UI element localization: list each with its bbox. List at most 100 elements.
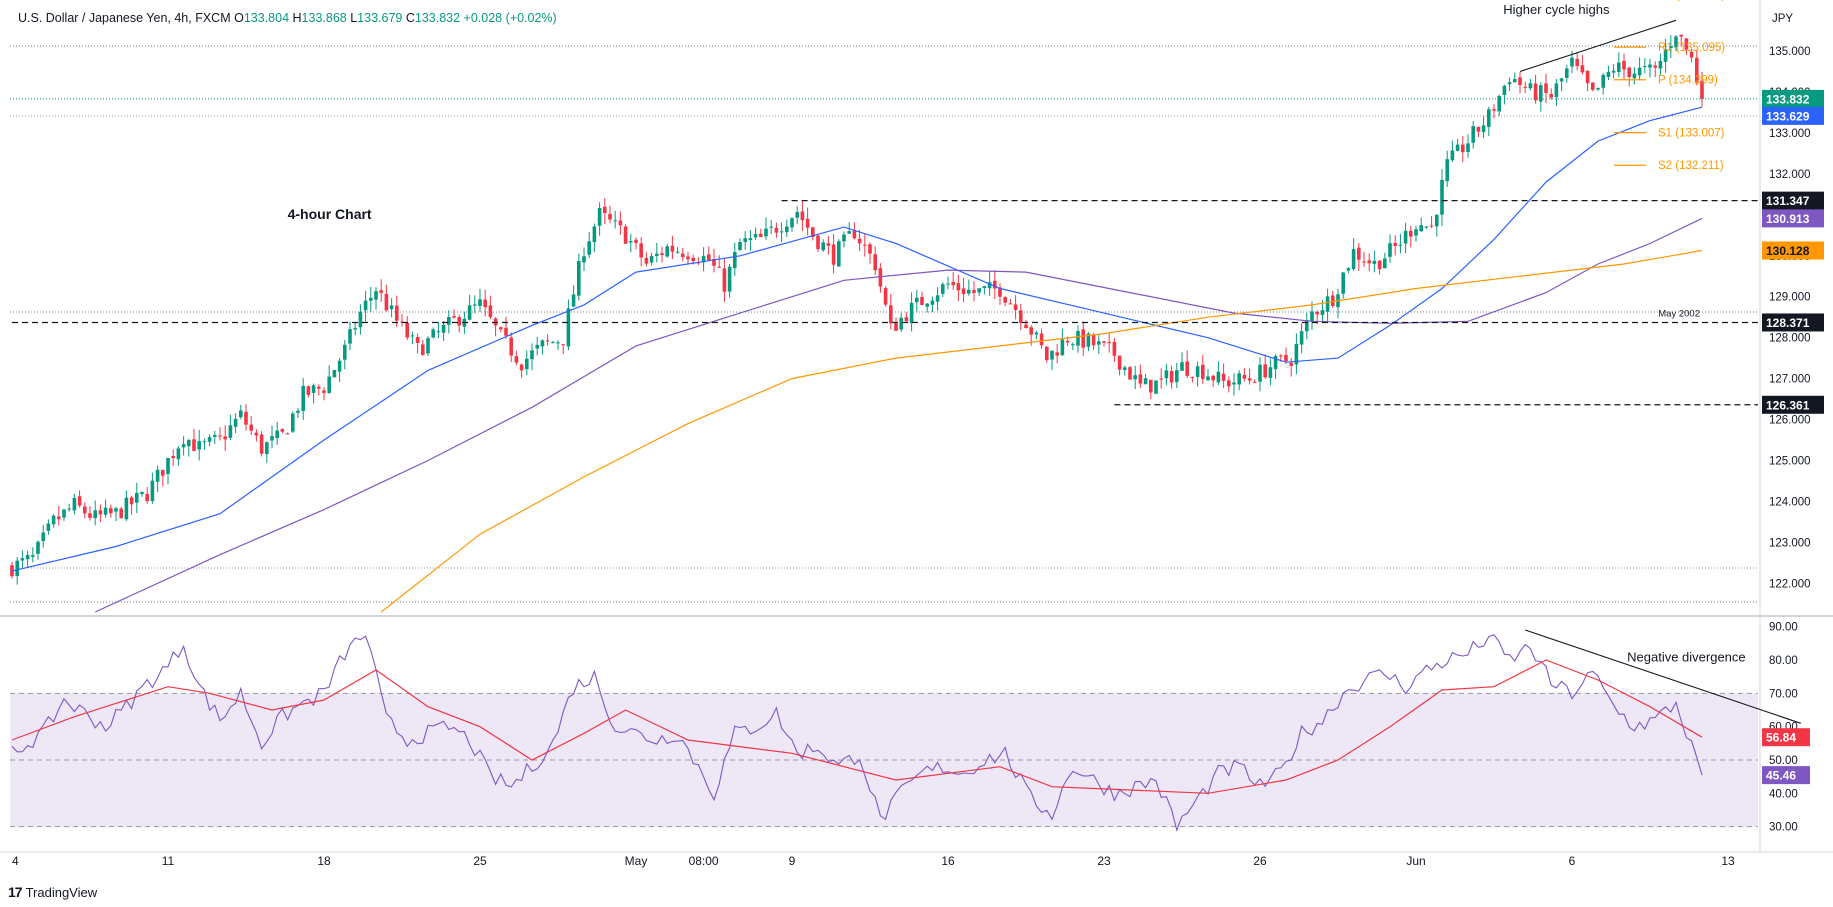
candle-body [545, 340, 550, 342]
rsi-line [11, 634, 1703, 832]
candle-body [847, 231, 851, 234]
candle-body [623, 226, 628, 244]
candle-body [1575, 58, 1579, 67]
candle-body [181, 444, 186, 448]
price-tick-label: 132.000 [1769, 169, 1811, 181]
sma-fast-tag-bg [1762, 106, 1824, 125]
pivot-label-1: R1 (135.095) [1658, 42, 1725, 54]
candle-body [759, 233, 763, 237]
candle-body [733, 252, 737, 268]
candle-body [51, 515, 56, 525]
candle-body [218, 435, 222, 437]
candle-body [77, 496, 82, 506]
candle-body [1580, 65, 1585, 73]
candle-body [1674, 36, 1678, 48]
rsi-ma-tag-bg [1762, 728, 1810, 747]
candle-body [1331, 295, 1335, 306]
candle-body [358, 311, 363, 328]
legend-symbol: U.S. Dollar / Japanese Yen, 4h, FXCM [18, 11, 231, 25]
candle-body [1071, 344, 1075, 346]
candle-body [228, 425, 233, 438]
candle-body [509, 337, 513, 356]
candle-body [1492, 109, 1496, 111]
candle-body [504, 327, 508, 336]
candle-body [805, 218, 810, 228]
candle-body [712, 259, 716, 266]
legend-open-label: O [234, 11, 244, 25]
candle-body [1502, 85, 1507, 95]
candle-body [1258, 364, 1262, 382]
candle-body [353, 328, 357, 330]
candle-body [1377, 260, 1382, 270]
time-tick-label: 11 [162, 854, 175, 868]
candle-body [1679, 34, 1683, 37]
sr-level-tag-0-bg [1762, 191, 1824, 210]
time-tick-label: 23 [1097, 854, 1111, 868]
candle-body [20, 558, 25, 561]
candle-body [1341, 272, 1345, 294]
candle-body [1565, 68, 1569, 78]
candle-body [665, 246, 669, 257]
candle-body [727, 266, 732, 292]
candle-body [821, 242, 825, 251]
candle-body [41, 532, 45, 542]
candle-body [941, 284, 945, 294]
candle-body [816, 235, 820, 250]
candle-body [249, 424, 253, 431]
candle-body [525, 358, 529, 370]
candle-body [1169, 370, 1174, 383]
candle-body [1466, 143, 1470, 153]
candle-body [46, 523, 51, 531]
candle-body [686, 256, 690, 260]
candle-body [57, 516, 61, 520]
candle-body [62, 509, 66, 518]
candle-body [1175, 370, 1179, 383]
candle-body [1008, 303, 1013, 305]
legend-low-label: L [350, 11, 358, 25]
candle-body [1429, 225, 1434, 227]
candle-body [1627, 67, 1631, 78]
sma-slow-tag: 130.128 [1766, 244, 1810, 258]
time-tick-label: 16 [941, 854, 955, 868]
candle-body [1253, 381, 1257, 383]
candle-body [306, 386, 311, 395]
candle-body [1632, 73, 1637, 79]
tradingview-footer[interactable]: 17 TradingView [8, 884, 97, 900]
candle-body [629, 241, 633, 243]
candle-body [25, 554, 30, 560]
close-price-tag: 133.832 [1766, 92, 1810, 106]
candle-body [233, 418, 238, 427]
candle-body [1372, 260, 1377, 264]
candle-body [1143, 378, 1148, 385]
candle-body [987, 282, 992, 289]
candle-body [31, 555, 35, 557]
candle-body [1658, 61, 1663, 69]
candle-body [1034, 332, 1039, 335]
candle-body [254, 432, 259, 436]
candle-body [1684, 38, 1689, 50]
candle-body [998, 287, 1002, 297]
candle-body [124, 497, 129, 520]
candle-body [114, 508, 118, 512]
candle-body [691, 257, 695, 262]
candle-body [447, 316, 451, 325]
sr-level-tag-1: 128.371 [1766, 316, 1810, 330]
time-tick-label: Jun [1406, 854, 1425, 868]
candle-body [587, 241, 591, 255]
candle-body [1424, 226, 1429, 228]
candle-body [1559, 78, 1564, 82]
candle-body [109, 508, 113, 514]
candle-body [369, 297, 373, 301]
candle-body [1549, 93, 1553, 98]
price-tick-label: 135.000 [1769, 46, 1811, 58]
candle-body [540, 340, 545, 347]
candle-body [1357, 247, 1361, 260]
candle-body [1138, 374, 1143, 384]
candle-body [1362, 261, 1366, 263]
close-price-tag-bg [1762, 89, 1824, 108]
price-tick-label: 123.000 [1769, 537, 1811, 549]
candle-body [405, 322, 409, 338]
price-tick-label: 126.000 [1769, 415, 1811, 427]
candle-body [1206, 376, 1210, 381]
